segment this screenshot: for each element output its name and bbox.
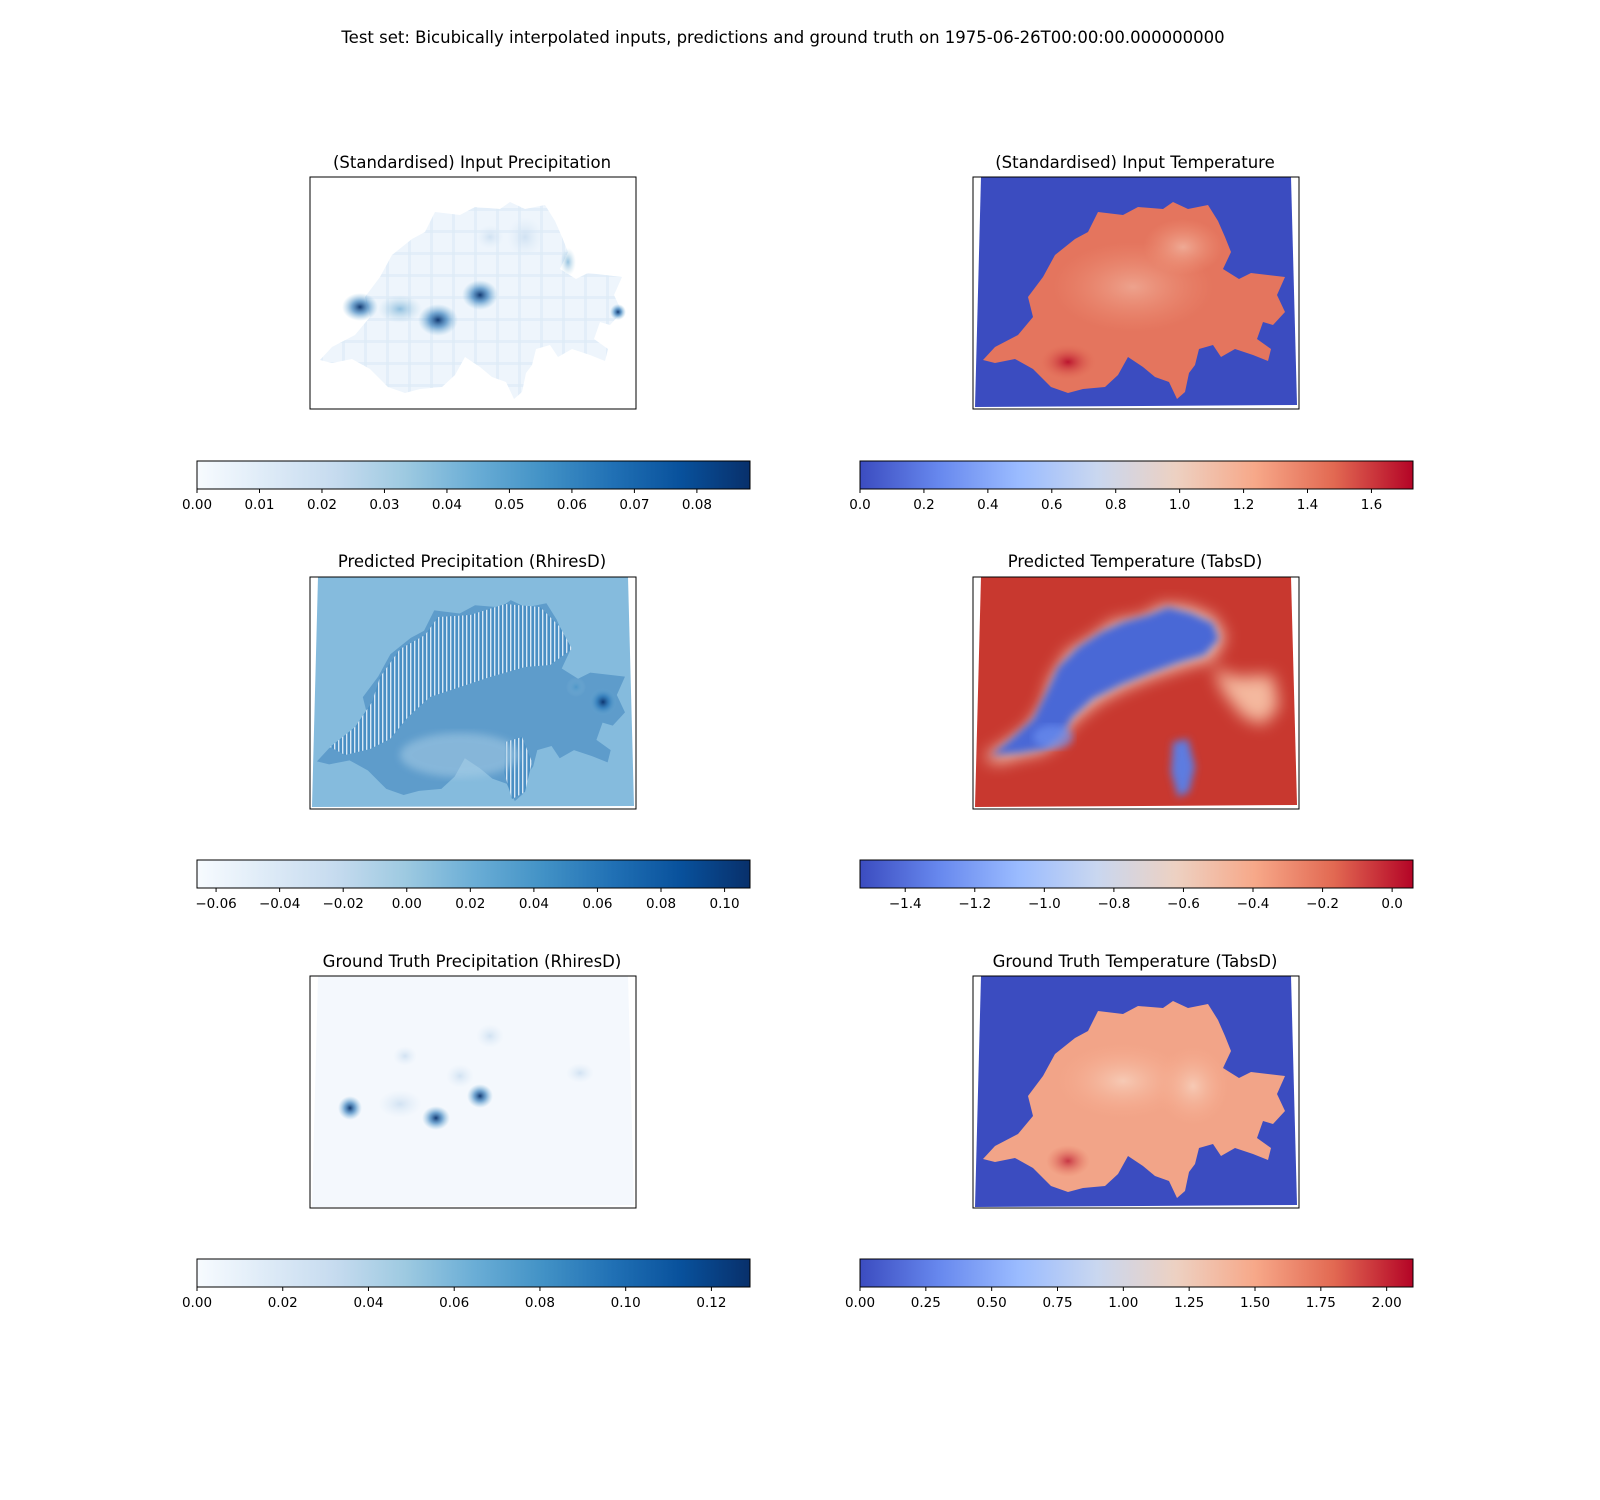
colorbar-tick-label: 0.08 xyxy=(682,497,712,513)
colorbar-tick-label: 0.6 xyxy=(1041,497,1062,513)
colorbar-tick-label: 0.04 xyxy=(519,896,549,912)
colorbar-tick-label: 0.08 xyxy=(525,1295,555,1311)
colorbar-tick-label: 0.06 xyxy=(557,497,587,513)
colorbar-tick-label: 0.04 xyxy=(353,1295,383,1311)
heatmap-image xyxy=(973,976,1299,1208)
colorbar-tick-label: 1.2 xyxy=(1233,497,1254,513)
colorbar-tick-label: 0.02 xyxy=(455,896,485,912)
panel-title: Predicted Temperature (TabsD) xyxy=(1008,552,1263,571)
heatmap-image xyxy=(310,177,636,409)
colorbar-tick-label: 0.06 xyxy=(439,1295,469,1311)
colorbar-tick-label: 0.02 xyxy=(268,1295,298,1311)
colorbar-tick-label: 2.00 xyxy=(1372,1295,1402,1311)
colorbar: 0.00 0.01 0.02 0.03 0.04 0.05 0.06 0.07 0.08 xyxy=(182,460,751,513)
colorbar-tick-label: 1.0 xyxy=(1169,497,1190,513)
colorbar-tick-label: 0.00 xyxy=(182,1295,212,1311)
colorbar-gradient xyxy=(859,1258,1414,1288)
colorbar-tick-label: 0.02 xyxy=(307,497,337,513)
colorbars: 0.00 0.01 0.02 0.03 0.04 0.05 0.06 0.07 0.08 0.0 0… xyxy=(182,460,1414,1311)
colorbar-tick-label: −1.2 xyxy=(958,896,991,912)
colorbar-tick-label: 0.07 xyxy=(619,497,649,513)
colorbar-tick-label: −1.0 xyxy=(1028,896,1061,912)
colorbar: 0.0 0.2 0.4 0.6 0.8 1.0 1.2 1.4 1.6 xyxy=(849,460,1414,513)
colorbar-tick-label: −1.4 xyxy=(889,896,922,912)
colorbar: −0.06 −0.04 −0.02 0.00 0.02 0.04 0.06 0.08 0.10 xyxy=(195,859,751,912)
figure-suptitle: Test set: Bicubically interpolated input… xyxy=(340,28,1224,47)
heatmap-image xyxy=(310,577,636,809)
colorbar-gradient xyxy=(196,859,751,889)
colorbar-tick-label: 1.00 xyxy=(1108,1295,1138,1311)
colorbar-tick-label: −0.2 xyxy=(1306,896,1339,912)
colorbar-tick-label: 0.00 xyxy=(845,1295,875,1311)
colorbar-tick-label: 0.03 xyxy=(369,497,399,513)
colorbar-tick-label: 0.2 xyxy=(913,497,934,513)
colorbar-gradient xyxy=(196,460,751,490)
colorbar-tick-label: −0.02 xyxy=(323,896,364,912)
heatmap-image xyxy=(310,976,636,1208)
colorbar-tick-label: 1.4 xyxy=(1297,497,1318,513)
colorbar-tick-label: 0.01 xyxy=(244,497,274,513)
panel-title: Ground Truth Temperature (TabsD) xyxy=(993,952,1278,971)
colorbar-tick-label: −0.4 xyxy=(1237,896,1270,912)
heatmap-image xyxy=(973,577,1299,809)
colorbar: −1.4 −1.2 −1.0 −0.8 −0.6 −0.4 −0.2 0.0 xyxy=(859,859,1414,912)
colorbar-tick-label: −0.6 xyxy=(1167,896,1200,912)
panel-title: (Standardised) Input Temperature xyxy=(995,153,1274,172)
panel-title: (Standardised) Input Precipitation xyxy=(333,153,611,172)
colorbar-tick-label: 0.4 xyxy=(977,497,998,513)
colorbar-tick-label: 0.25 xyxy=(911,1295,941,1311)
colorbar-tick-label: 0.50 xyxy=(977,1295,1007,1311)
panel-predicted-temperature: Predicted Temperature (TabsD) xyxy=(972,552,1300,810)
colorbar-tick-label: 0.00 xyxy=(182,497,212,513)
panel-predicted-precipitation: Predicted Precipitation (RhiresD) xyxy=(309,552,637,810)
colorbar-gradient xyxy=(859,460,1414,490)
panel-input-temperature: (Standardised) Input Temperature xyxy=(972,153,1300,410)
colorbar-tick-label: 1.75 xyxy=(1306,1295,1336,1311)
colorbar-tick-label: 0.8 xyxy=(1105,497,1126,513)
colorbar-tick-label: −0.06 xyxy=(195,896,236,912)
heatmap-image xyxy=(973,177,1299,409)
colorbar-tick-label: 1.6 xyxy=(1361,497,1382,513)
colorbar: 0.00 0.25 0.50 0.75 1.00 1.25 1.50 1.75 2.00 xyxy=(845,1258,1414,1311)
panel-ground-truth-temperature: Ground Truth Temperature (TabsD) xyxy=(972,952,1300,1209)
panel-input-precipitation: (Standardised) Input Precipitation xyxy=(309,153,637,410)
colorbar-gradient xyxy=(196,1258,751,1288)
colorbar-tick-label: 0.05 xyxy=(494,497,524,513)
colorbar-tick-label: 0.0 xyxy=(1381,896,1402,912)
colorbar-tick-label: 0.10 xyxy=(611,1295,641,1311)
colorbar-tick-label: 0.10 xyxy=(710,896,740,912)
panel-title: Ground Truth Precipitation (RhiresD) xyxy=(323,952,622,971)
colorbar-tick-label: 0.04 xyxy=(432,497,462,513)
colorbar-gradient xyxy=(859,859,1414,889)
panel-title: Predicted Precipitation (RhiresD) xyxy=(338,552,606,571)
colorbar-tick-label: 0.06 xyxy=(582,896,612,912)
colorbar-tick-label: 0.0 xyxy=(849,497,870,513)
colorbar-tick-label: 1.25 xyxy=(1174,1295,1204,1311)
colorbar: 0.00 0.02 0.04 0.06 0.08 0.10 0.12 xyxy=(182,1258,751,1311)
colorbar-tick-label: 0.00 xyxy=(392,896,422,912)
colorbar-tick-label: −0.04 xyxy=(259,896,300,912)
panel-ground-truth-precipitation: Ground Truth Precipitation (RhiresD) xyxy=(309,952,637,1209)
colorbar-tick-label: 0.08 xyxy=(646,896,676,912)
colorbar-tick-label: 0.12 xyxy=(696,1295,726,1311)
colorbar-tick-label: 0.75 xyxy=(1042,1295,1072,1311)
colorbar-tick-label: 1.50 xyxy=(1240,1295,1270,1311)
colorbar-tick-label: −0.8 xyxy=(1098,896,1131,912)
